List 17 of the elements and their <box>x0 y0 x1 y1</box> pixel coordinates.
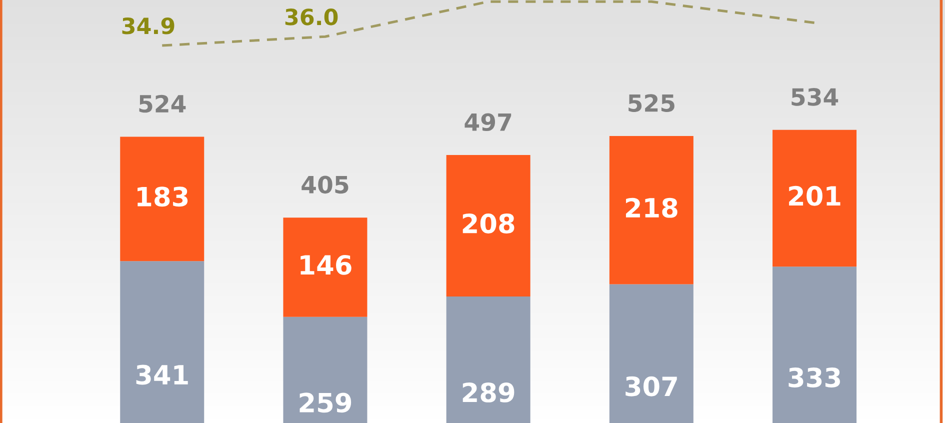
data-label: 307 <box>626 376 677 396</box>
data-label: 201 <box>789 186 840 206</box>
data-label: 333 <box>788 368 840 388</box>
data-label: 146 <box>300 254 352 275</box>
data-label: 36.0 <box>285 8 338 26</box>
total-label: 534 <box>792 88 838 106</box>
data-label: 183 <box>138 186 188 207</box>
data-label: 289 <box>462 382 514 402</box>
total-label: 525 <box>628 94 674 112</box>
data-label: 34.9 <box>122 17 174 34</box>
data-label: 218 <box>626 198 678 218</box>
total-label: 497 <box>464 113 512 132</box>
data-label: 341 <box>136 364 188 385</box>
data-label: 259 <box>300 392 352 413</box>
total-label: 405 <box>302 176 348 194</box>
total-label: 524 <box>139 94 186 113</box>
data-label: 208 <box>462 213 514 234</box>
